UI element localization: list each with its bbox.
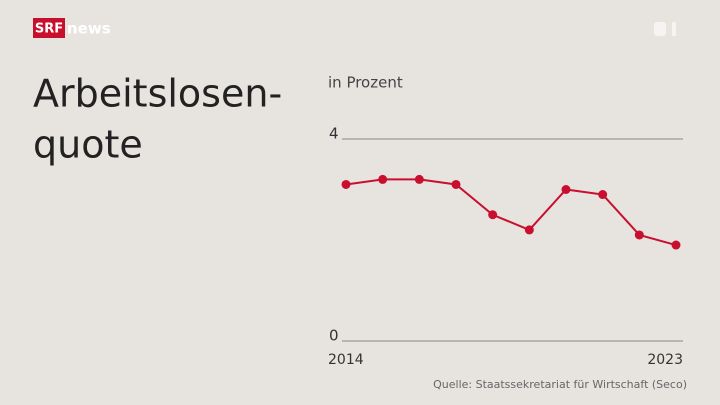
point <box>378 174 388 184</box>
y-tick-label: 4 <box>329 125 339 143</box>
chart-title: quote <box>33 123 143 167</box>
line <box>345 178 677 247</box>
point <box>488 210 498 220</box>
point <box>524 225 534 235</box>
point <box>634 230 644 240</box>
logo: SRF <box>35 22 63 37</box>
point <box>414 174 424 184</box>
chart-title: Arbeitslosen- <box>33 72 282 116</box>
x-tick-label: 2023 <box>647 352 683 368</box>
point <box>451 179 461 189</box>
point <box>671 240 681 250</box>
point <box>598 190 608 200</box>
y-tick-label: 0 <box>329 327 339 345</box>
x-tick-label: 2014 <box>328 352 364 368</box>
channel: news <box>67 20 111 38</box>
subtitle: in Prozent <box>328 74 403 92</box>
source: Quelle: Staatssekretariat für Wirtschaft… <box>433 378 687 391</box>
corner-icon <box>654 22 676 36</box>
point <box>341 179 351 189</box>
logo-box <box>33 18 65 38</box>
point <box>561 185 571 194</box>
